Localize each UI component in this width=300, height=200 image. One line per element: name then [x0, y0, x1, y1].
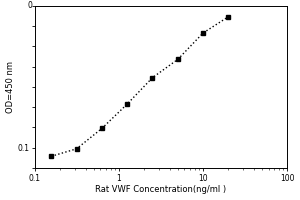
Y-axis label: OD=450 nm: OD=450 nm — [6, 61, 15, 113]
X-axis label: Rat VWF Concentration(ng/ml ): Rat VWF Concentration(ng/ml ) — [95, 185, 226, 194]
Text: 0: 0 — [27, 1, 32, 10]
